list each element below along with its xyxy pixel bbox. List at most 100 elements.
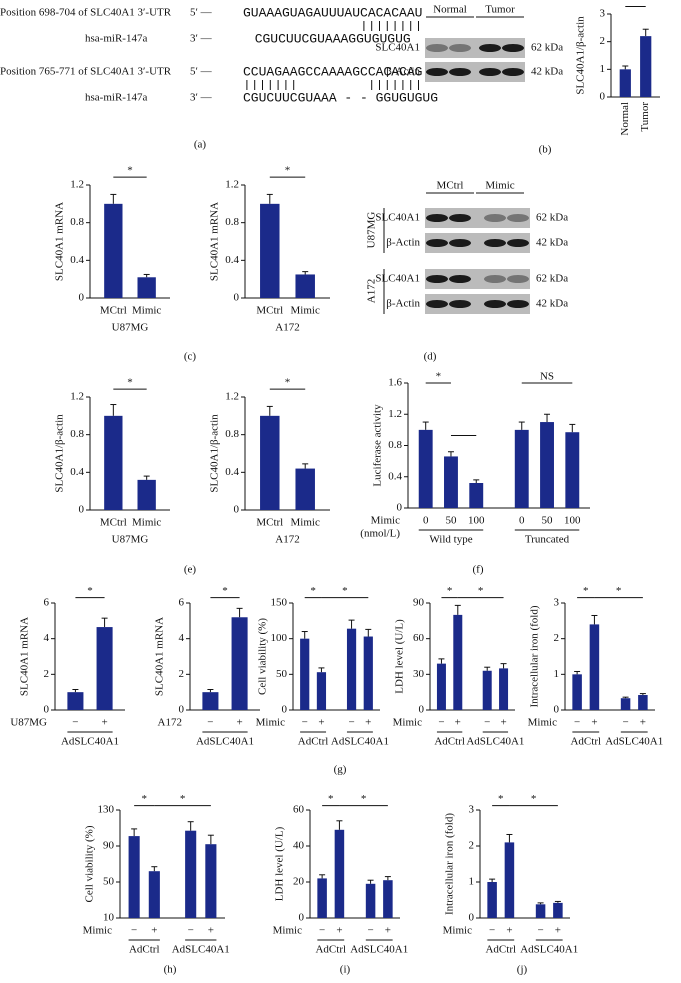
row-label: Mimic bbox=[443, 925, 472, 937]
bar bbox=[365, 883, 376, 918]
x-tick-label: Mimic bbox=[132, 305, 161, 317]
significance-label: * bbox=[87, 585, 93, 597]
blot-strip bbox=[425, 269, 530, 289]
bar bbox=[553, 902, 563, 918]
bar bbox=[231, 617, 248, 710]
x-tick-label: − bbox=[622, 717, 628, 729]
y-axis-label: LDH level (U/L) bbox=[394, 619, 406, 694]
size-label: 42 kDa bbox=[536, 237, 568, 249]
bar bbox=[444, 456, 458, 508]
significance-label: * bbox=[310, 585, 316, 597]
y-tick-label: 0.8 bbox=[225, 216, 239, 228]
bar bbox=[137, 479, 156, 510]
mirna-sequence: CGUCUUCGUAAA - - GGUGUGUG bbox=[243, 90, 438, 105]
mirna-sequence: CGUCUUCGUAAAGGUGUGUG bbox=[255, 31, 411, 46]
group-label: Truncated bbox=[525, 534, 570, 546]
y-tick-label: 0.4 bbox=[70, 466, 84, 478]
y-tick-label: 6 bbox=[179, 597, 185, 609]
group-label: Wild type bbox=[429, 534, 472, 546]
y-tick-label: 50 bbox=[103, 876, 115, 888]
blot-band bbox=[426, 239, 448, 247]
x-axis-label: U87MG bbox=[112, 322, 149, 334]
x-tick-label: Mimic bbox=[291, 517, 320, 529]
x-tick-label: − bbox=[489, 925, 495, 937]
y-tick-label: 0.4 bbox=[388, 470, 402, 482]
bar bbox=[96, 627, 113, 710]
x-tick-label: + bbox=[640, 717, 646, 729]
bar bbox=[589, 624, 600, 710]
x-tick-label: + bbox=[506, 925, 512, 937]
group-label: AdSLC40A1 bbox=[605, 736, 663, 748]
y-tick-label: 0.8 bbox=[70, 216, 84, 228]
significance-label: * bbox=[583, 585, 589, 597]
significance-label: * bbox=[141, 793, 147, 805]
bar bbox=[535, 904, 546, 918]
y-tick-label: 6 bbox=[44, 597, 50, 609]
y-tick-label: 0.8 bbox=[225, 428, 239, 440]
blot-band bbox=[449, 68, 471, 76]
blot-band bbox=[484, 275, 506, 283]
lane-label: Tumor bbox=[485, 4, 515, 16]
bar bbox=[640, 36, 652, 97]
y-tick-label: 1.2 bbox=[225, 179, 239, 191]
bar bbox=[565, 432, 580, 508]
group-label: AdSLC40A1 bbox=[466, 736, 524, 748]
x-tick-label: MCtrl bbox=[100, 517, 127, 529]
protein-label: SLC40A1 bbox=[375, 273, 420, 285]
y-tick-label: 0 bbox=[234, 504, 240, 516]
end-label: 3′ — bbox=[190, 33, 213, 45]
row-label: Mimic bbox=[273, 925, 302, 937]
significance-label: * bbox=[478, 585, 484, 597]
blot-band bbox=[449, 275, 471, 283]
blot-strip bbox=[425, 62, 525, 82]
bar bbox=[300, 638, 310, 710]
x-tick-label: 50 bbox=[445, 515, 457, 527]
y-tick-label: 4 bbox=[179, 632, 185, 644]
size-label: 62 kDa bbox=[531, 42, 563, 54]
row-unit: (nmol/L) bbox=[360, 528, 400, 540]
significance-label: * bbox=[361, 793, 367, 805]
blot-band bbox=[484, 214, 506, 222]
bar bbox=[514, 429, 529, 508]
x-tick-label: − bbox=[348, 717, 354, 729]
bar bbox=[504, 842, 515, 918]
bar bbox=[572, 674, 582, 710]
bar bbox=[453, 614, 463, 710]
y-tick-label: 0 bbox=[79, 504, 85, 516]
y-tick-label: 30 bbox=[413, 668, 425, 680]
x-tick-label: − bbox=[188, 925, 194, 937]
y-tick-label: 0.4 bbox=[225, 466, 239, 478]
bar bbox=[205, 844, 217, 918]
x-tick-label: + bbox=[385, 925, 391, 937]
blot-band bbox=[484, 300, 506, 308]
bar bbox=[540, 422, 554, 508]
bar bbox=[469, 483, 484, 508]
significance-label: * bbox=[127, 377, 133, 389]
y-tick-label: 0 bbox=[79, 292, 85, 304]
group-label: AdSLC40A1 bbox=[196, 736, 254, 748]
y-tick-label: 4 bbox=[44, 632, 50, 644]
blot-band bbox=[507, 300, 529, 308]
group-label: AdCtrl bbox=[570, 736, 601, 748]
row-label: A172 bbox=[158, 717, 182, 729]
size-label: 62 kDa bbox=[536, 273, 568, 285]
bar bbox=[104, 415, 123, 510]
y-tick-label: 0 bbox=[554, 704, 560, 716]
y-tick-label: 100 bbox=[271, 632, 288, 644]
bar bbox=[67, 692, 84, 710]
bar bbox=[317, 878, 327, 918]
y-axis-label: Intracellular iron (fold) bbox=[444, 813, 456, 915]
lane-label: Mimic bbox=[485, 180, 514, 192]
blot-band bbox=[484, 239, 506, 247]
mirna-name: hsa-miR-147a bbox=[85, 92, 147, 104]
blot-strip bbox=[425, 38, 525, 58]
group-label: AdSLC40A1 bbox=[331, 736, 389, 748]
y-tick-label: 2 bbox=[179, 668, 185, 680]
panel-label: (c) bbox=[184, 351, 197, 363]
panel-label: (f) bbox=[473, 564, 484, 576]
site-title: Position 765-771 of SLC40A1 3′-UTR bbox=[0, 66, 172, 78]
blot-band bbox=[479, 68, 501, 76]
y-tick-label: 0.4 bbox=[225, 254, 239, 266]
significance-label: * bbox=[498, 793, 504, 805]
